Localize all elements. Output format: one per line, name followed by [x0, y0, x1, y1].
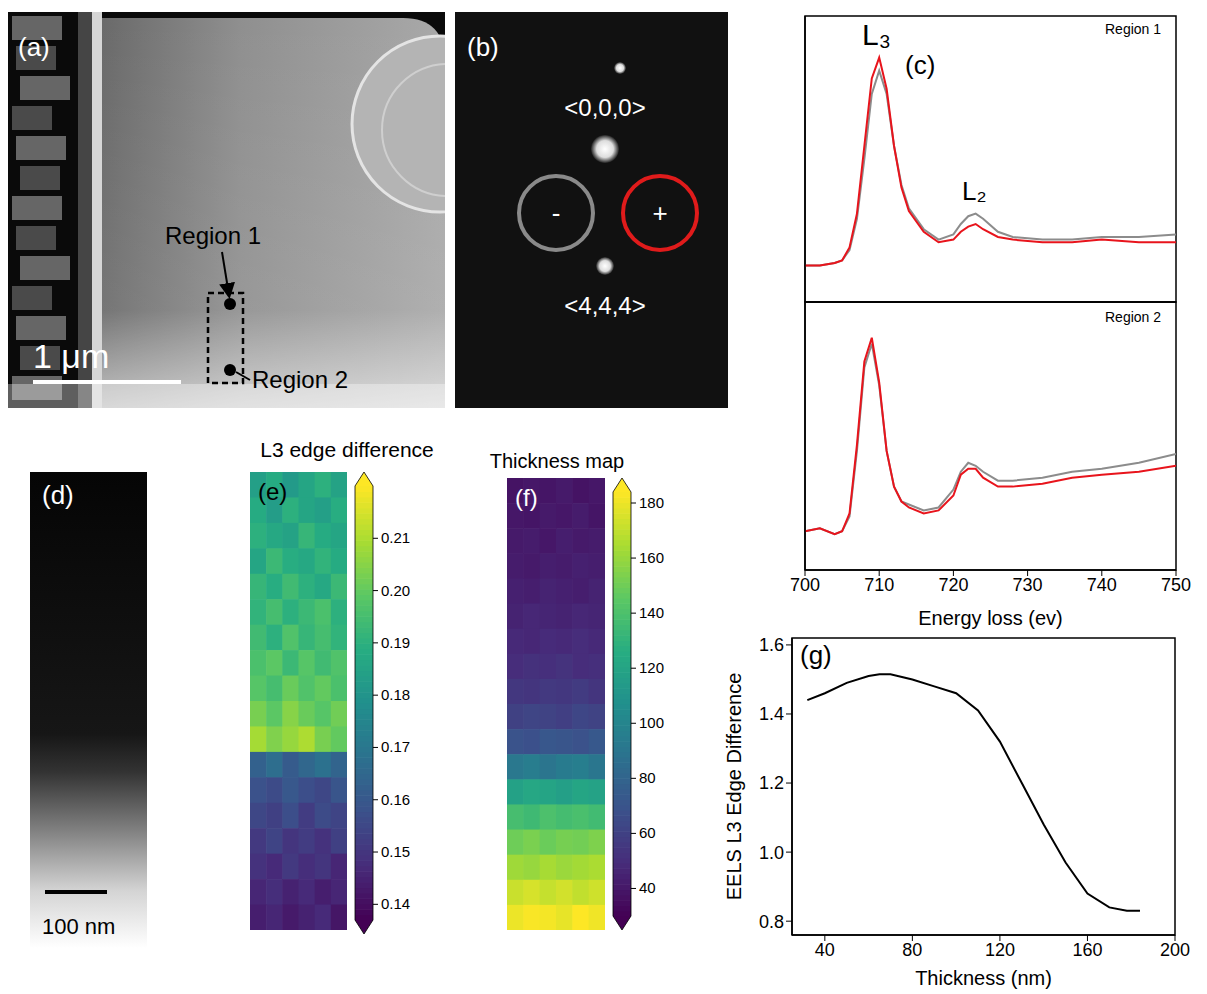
- svg-text:1.2: 1.2: [759, 773, 784, 793]
- svg-text:EELS L3 Edge Difference: EELS L3 Edge Difference: [723, 673, 745, 901]
- html-text:(f): (f): [515, 484, 538, 511]
- svg-text:0.19: 0.19: [381, 634, 410, 651]
- svg-text:700: 700: [790, 575, 820, 595]
- svg-text:80: 80: [639, 769, 656, 786]
- svg-text:100: 100: [639, 714, 664, 731]
- svg-text:Region 2: Region 2: [252, 366, 348, 393]
- svg-text:0.20: 0.20: [381, 582, 410, 599]
- html-text:Region 1: Region 1: [1105, 21, 1161, 37]
- html-text:(c): (c): [905, 50, 936, 80]
- html-text:(e): (e): [258, 478, 288, 505]
- svg-text:1.0: 1.0: [759, 843, 784, 863]
- svg-text:1 μm: 1 μm: [33, 337, 109, 375]
- svg-text:160: 160: [1072, 940, 1102, 960]
- svg-text:180: 180: [639, 494, 664, 511]
- svg-text:<4,4,4>: <4,4,4>: [564, 292, 645, 319]
- html-text:L₃: L₃: [862, 18, 891, 51]
- html-text:(g): (g): [800, 640, 832, 670]
- svg-text:1.6: 1.6: [759, 635, 784, 655]
- svg-text:(a): (a): [18, 32, 50, 62]
- svg-text:0.14: 0.14: [381, 895, 410, 912]
- svg-text:80: 80: [902, 940, 922, 960]
- html-text:L3 edge difference: L3 edge difference: [260, 438, 434, 461]
- svg-text:160: 160: [639, 549, 664, 566]
- svg-text:60: 60: [639, 824, 656, 841]
- svg-text:0.18: 0.18: [381, 686, 410, 703]
- svg-text:(d): (d): [42, 480, 74, 510]
- svg-text:(b): (b): [467, 32, 499, 62]
- svg-text:Region 1: Region 1: [165, 222, 261, 249]
- svg-text:0.21: 0.21: [381, 529, 410, 546]
- svg-text:0.8: 0.8: [759, 912, 784, 932]
- svg-text:0.16: 0.16: [381, 791, 410, 808]
- svg-text:120: 120: [985, 940, 1015, 960]
- html-text:Thickness map: Thickness map: [489, 450, 625, 472]
- svg-text:750: 750: [1161, 575, 1191, 595]
- svg-text:140: 140: [639, 604, 664, 621]
- svg-text:200: 200: [1160, 940, 1190, 960]
- svg-text:100 nm: 100 nm: [42, 914, 115, 939]
- svg-text:Energy loss (ev): Energy loss (ev): [918, 607, 1063, 629]
- svg-text:40: 40: [815, 940, 835, 960]
- svg-text:Thickness (nm): Thickness (nm): [915, 967, 1052, 989]
- svg-text:720: 720: [938, 575, 968, 595]
- svg-text:0.15: 0.15: [381, 843, 410, 860]
- html-text:L₂: L₂: [962, 176, 987, 206]
- html-text:Region 2: Region 2: [1105, 309, 1161, 325]
- svg-text:740: 740: [1087, 575, 1117, 595]
- svg-text:0.17: 0.17: [381, 738, 410, 755]
- svg-text:<0,0,0>: <0,0,0>: [564, 94, 645, 121]
- svg-text:+: +: [652, 198, 667, 228]
- svg-text:120: 120: [639, 659, 664, 676]
- svg-text:1.4: 1.4: [759, 704, 784, 724]
- svg-text:730: 730: [1013, 575, 1043, 595]
- svg-text:710: 710: [864, 575, 894, 595]
- svg-text:40: 40: [639, 879, 656, 896]
- svg-text:-: -: [552, 198, 561, 228]
